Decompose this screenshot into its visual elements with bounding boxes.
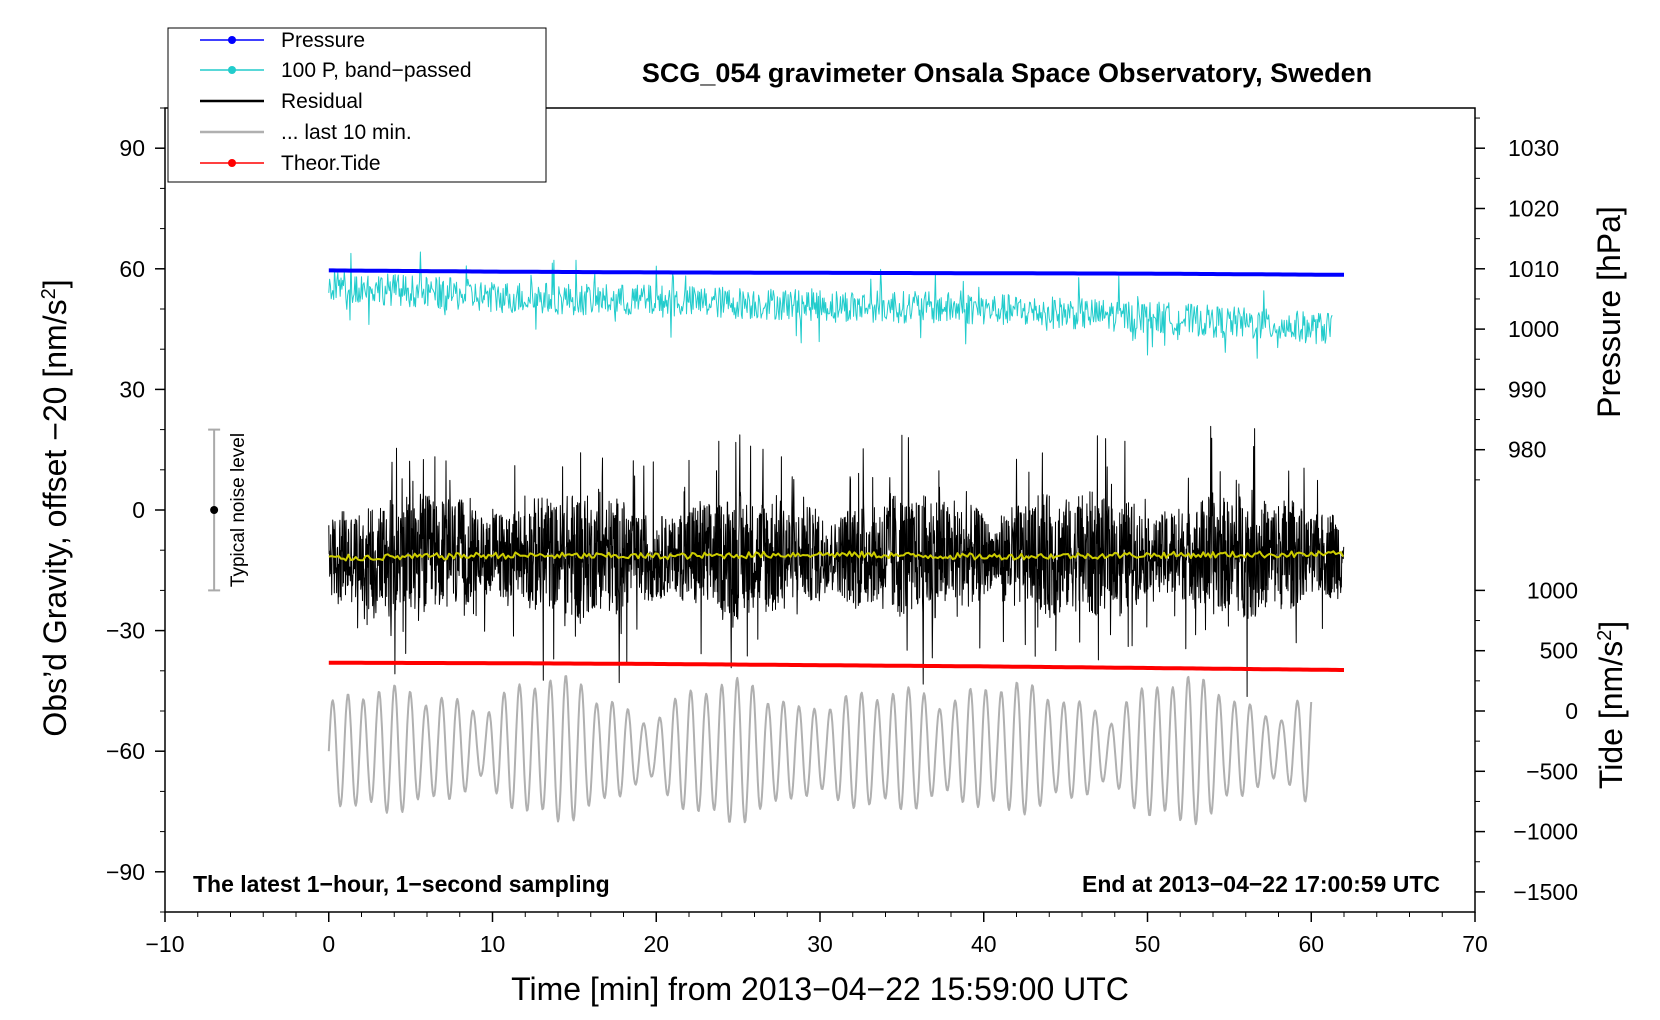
series-layer [327, 251, 1345, 826]
legend-swatch-dot [228, 159, 236, 167]
noise-bar-center-dot [210, 506, 219, 514]
y-axis-label-left: Obs’d Gravity, offset −20 [nm/s2] [37, 279, 73, 736]
legend-swatch-dot [228, 66, 236, 74]
x-tick-label: 20 [643, 931, 669, 957]
x-tick-label: 30 [807, 931, 833, 957]
theor-tide-series-line [328, 660, 1344, 672]
legend-label: Theor.Tide [281, 152, 381, 175]
y-axis-label-left-main: Obs’d Gravity, offset −20 [nm/s [37, 299, 73, 736]
tide-axis-ticks: 1000 500 0 −500 −1000 −1500 [1475, 577, 1578, 905]
x-axis-ticks: −10 0 10 20 30 40 50 60 70 [145, 912, 1488, 957]
pressure-axis-ticks: 1030 1020 1010 1000 990 980 [1475, 117, 1559, 481]
pressure-tick-label: 1010 [1508, 256, 1559, 282]
chart-title: SCG_054 gravimeter Onsala Space Observat… [642, 58, 1372, 88]
x-axis-label: Time [min] from 2013−04−22 15:59:00 UTC [511, 971, 1129, 1007]
y-tick-label: −30 [106, 618, 145, 644]
tide-tick-label: 1000 [1527, 577, 1578, 603]
tide-axis-label-main: Tide [nm/s [1593, 641, 1629, 789]
tide-tick-label: 0 [1565, 698, 1578, 724]
tide-tick-label: 500 [1540, 638, 1578, 664]
legend-label: Residual [281, 90, 363, 113]
y-tick-label: 30 [119, 376, 145, 402]
svg-text:Obs’d Gravity, offset −20 [nm/: Obs’d Gravity, offset −20 [nm/s2] [37, 279, 73, 736]
tide-tick-label: −1500 [1513, 879, 1578, 905]
pressure-tick-label: 990 [1508, 376, 1546, 402]
tide-axis-label-sup: 2 [1594, 630, 1616, 641]
y-tick-label: −90 [106, 859, 145, 885]
y-axis-ticks: 90 60 30 0 −30 −60 −90 [106, 107, 165, 913]
residual-series-line [328, 425, 1345, 697]
x-tick-label: 60 [1298, 931, 1324, 957]
tide-tick-label: −1000 [1513, 819, 1578, 845]
legend: Pressure 100 P, band−passed Residual ... la… [167, 27, 547, 183]
legend-label: ... last 10 min. [281, 121, 412, 144]
legend-box [167, 27, 547, 183]
x-tick-label: 10 [480, 931, 506, 957]
y-axis-label-left-sup: 2 [38, 288, 60, 299]
pressure-tick-label: 1020 [1508, 196, 1559, 222]
y-tick-label: 60 [119, 256, 145, 282]
band-passed-pressure-line [328, 251, 1333, 359]
noise-bar-label: Typical noise level [228, 433, 249, 587]
legend-label: 100 P, band−passed [281, 59, 472, 82]
svg-text:Tide [nm/s2]: Tide [nm/s2] [1593, 621, 1629, 789]
x-tick-label: 70 [1462, 931, 1488, 957]
y-tick-label: −60 [106, 738, 145, 764]
legend-label: Pressure [281, 29, 365, 52]
pressure-tick-label: 1030 [1508, 135, 1559, 161]
y-axis-label-left-close: ] [37, 279, 73, 288]
y-tick-label: 90 [119, 135, 145, 161]
x-tick-label: 0 [322, 931, 335, 957]
annotation-sampling: The latest 1−hour, 1−second sampling [193, 871, 610, 897]
pressure-tick-label: 980 [1508, 437, 1546, 463]
pressure-axis-label-text: Pressure [hPa] [1591, 206, 1627, 418]
pressure-axis-label: Pressure [hPa] [1591, 206, 1627, 418]
noise-level-indicator: Typical noise level [208, 428, 249, 592]
smoothed-residual-line [328, 550, 1345, 562]
last-10-min-series-line [327, 675, 1313, 826]
x-tick-label: 50 [1135, 931, 1161, 957]
tide-axis-label: Tide [nm/s2] [1593, 621, 1629, 789]
legend-swatch-dot [228, 36, 236, 44]
y-tick-label: 0 [132, 497, 145, 523]
tide-tick-label: −500 [1526, 758, 1578, 784]
pressure-series-line [328, 268, 1344, 277]
tide-axis-label-close: ] [1593, 621, 1629, 630]
pressure-tick-label: 1000 [1508, 316, 1559, 342]
annotation-end-time: End at 2013−04−22 17:00:59 UTC [1082, 871, 1440, 897]
x-tick-label: −10 [145, 931, 184, 957]
x-tick-label: 40 [971, 931, 997, 957]
